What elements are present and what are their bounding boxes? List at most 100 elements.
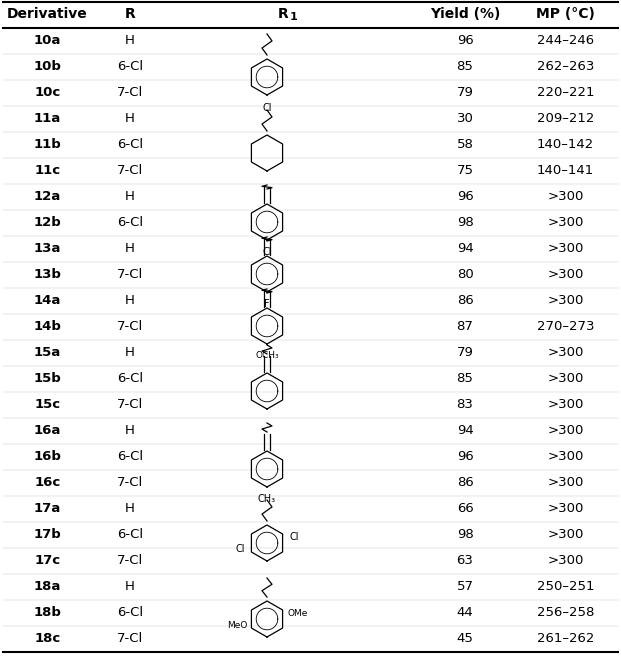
Text: 66: 66 bbox=[456, 502, 473, 516]
Text: 14a: 14a bbox=[34, 295, 61, 307]
Text: 6-Cl: 6-Cl bbox=[117, 450, 143, 464]
Text: 87: 87 bbox=[456, 321, 473, 333]
Text: 11a: 11a bbox=[34, 112, 61, 126]
Text: 13b: 13b bbox=[34, 269, 61, 281]
Text: >300: >300 bbox=[547, 502, 584, 516]
Text: 83: 83 bbox=[456, 399, 473, 411]
Text: Cl: Cl bbox=[289, 532, 299, 542]
Text: 16b: 16b bbox=[34, 450, 61, 464]
Text: 15a: 15a bbox=[34, 347, 61, 359]
Text: 220–221: 220–221 bbox=[537, 86, 594, 100]
Text: F: F bbox=[264, 299, 270, 309]
Text: 140–142: 140–142 bbox=[537, 138, 594, 152]
Text: 209–212: 209–212 bbox=[537, 112, 594, 126]
Text: Derivative: Derivative bbox=[7, 7, 88, 21]
Text: 96: 96 bbox=[456, 190, 473, 204]
Text: >300: >300 bbox=[547, 373, 584, 385]
Text: H: H bbox=[125, 242, 135, 255]
Text: CH₃: CH₃ bbox=[258, 494, 276, 504]
Text: 12a: 12a bbox=[34, 190, 61, 204]
Text: 11b: 11b bbox=[34, 138, 61, 152]
Text: >300: >300 bbox=[547, 295, 584, 307]
Text: 17a: 17a bbox=[34, 502, 61, 516]
Text: 86: 86 bbox=[456, 295, 473, 307]
Text: 18b: 18b bbox=[34, 607, 61, 619]
Text: 262–263: 262–263 bbox=[537, 61, 594, 73]
Text: 7-Cl: 7-Cl bbox=[117, 86, 143, 100]
Text: 86: 86 bbox=[456, 476, 473, 490]
Text: >300: >300 bbox=[547, 554, 584, 568]
Text: >300: >300 bbox=[547, 347, 584, 359]
Text: 7-Cl: 7-Cl bbox=[117, 321, 143, 333]
Text: >300: >300 bbox=[547, 528, 584, 542]
Text: 11c: 11c bbox=[34, 164, 61, 178]
Text: Cl: Cl bbox=[235, 544, 245, 554]
Text: 44: 44 bbox=[456, 607, 473, 619]
Text: 98: 98 bbox=[456, 528, 473, 542]
Text: 261–262: 261–262 bbox=[537, 633, 594, 645]
Text: 13a: 13a bbox=[34, 242, 61, 255]
Text: 98: 98 bbox=[456, 216, 473, 230]
Text: 12b: 12b bbox=[34, 216, 61, 230]
Text: 14b: 14b bbox=[34, 321, 61, 333]
Text: Cl: Cl bbox=[262, 247, 272, 257]
Text: >300: >300 bbox=[547, 399, 584, 411]
Text: 57: 57 bbox=[456, 580, 473, 593]
Text: 18c: 18c bbox=[34, 633, 61, 645]
Text: 79: 79 bbox=[456, 347, 473, 359]
Text: 15c: 15c bbox=[34, 399, 61, 411]
Text: >300: >300 bbox=[547, 424, 584, 438]
Text: 58: 58 bbox=[456, 138, 473, 152]
Text: 140–141: 140–141 bbox=[537, 164, 594, 178]
Text: 6-Cl: 6-Cl bbox=[117, 373, 143, 385]
Text: H: H bbox=[125, 112, 135, 126]
Text: 30: 30 bbox=[456, 112, 473, 126]
Text: 96: 96 bbox=[456, 35, 473, 47]
Text: >300: >300 bbox=[547, 450, 584, 464]
Text: 16c: 16c bbox=[34, 476, 61, 490]
Text: 6-Cl: 6-Cl bbox=[117, 138, 143, 152]
Text: Cl: Cl bbox=[262, 103, 272, 113]
Text: 10c: 10c bbox=[34, 86, 61, 100]
Text: 16a: 16a bbox=[34, 424, 61, 438]
Text: 256–258: 256–258 bbox=[537, 607, 594, 619]
Text: 6-Cl: 6-Cl bbox=[117, 607, 143, 619]
Text: 17c: 17c bbox=[34, 554, 61, 568]
Text: 7-Cl: 7-Cl bbox=[117, 554, 143, 568]
Text: 45: 45 bbox=[456, 633, 473, 645]
Text: H: H bbox=[125, 502, 135, 516]
Text: 94: 94 bbox=[456, 424, 473, 438]
Text: 15b: 15b bbox=[34, 373, 61, 385]
Text: >300: >300 bbox=[547, 269, 584, 281]
Text: H: H bbox=[125, 347, 135, 359]
Text: H: H bbox=[125, 580, 135, 593]
Text: 85: 85 bbox=[456, 373, 473, 385]
Text: 79: 79 bbox=[456, 86, 473, 100]
Text: 250–251: 250–251 bbox=[537, 580, 594, 593]
Text: 7-Cl: 7-Cl bbox=[117, 399, 143, 411]
Text: 96: 96 bbox=[456, 450, 473, 464]
Text: 6-Cl: 6-Cl bbox=[117, 216, 143, 230]
Text: >300: >300 bbox=[547, 216, 584, 230]
Text: 75: 75 bbox=[456, 164, 473, 178]
Text: 85: 85 bbox=[456, 61, 473, 73]
Text: MP (°C): MP (°C) bbox=[536, 7, 595, 21]
Text: 244–246: 244–246 bbox=[537, 35, 594, 47]
Text: 270–273: 270–273 bbox=[537, 321, 594, 333]
Text: >300: >300 bbox=[547, 476, 584, 490]
Text: 10a: 10a bbox=[34, 35, 61, 47]
Text: 6-Cl: 6-Cl bbox=[117, 528, 143, 542]
Text: H: H bbox=[125, 35, 135, 47]
Text: R: R bbox=[278, 7, 289, 21]
Text: 7-Cl: 7-Cl bbox=[117, 476, 143, 490]
Text: Yield (%): Yield (%) bbox=[430, 7, 500, 21]
Text: 63: 63 bbox=[456, 554, 473, 568]
Text: 7-Cl: 7-Cl bbox=[117, 269, 143, 281]
Text: H: H bbox=[125, 190, 135, 204]
Text: 80: 80 bbox=[456, 269, 473, 281]
Text: 10b: 10b bbox=[34, 61, 61, 73]
Text: 7-Cl: 7-Cl bbox=[117, 633, 143, 645]
Text: 94: 94 bbox=[456, 242, 473, 255]
Text: 6-Cl: 6-Cl bbox=[117, 61, 143, 73]
Text: 17b: 17b bbox=[34, 528, 61, 542]
